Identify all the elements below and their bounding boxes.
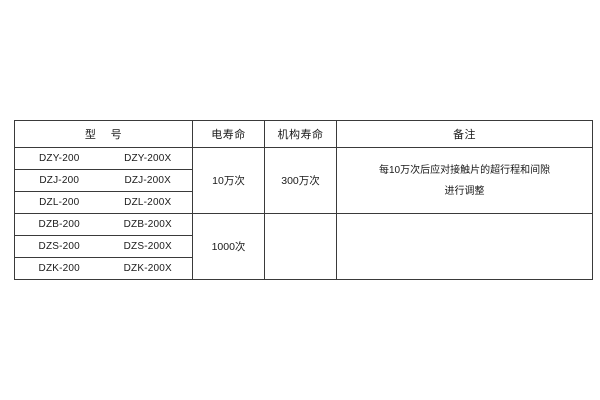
- table-header-row: 型 号 电寿命 机构寿命 备注: [13, 120, 594, 148]
- remark-line-2: 进行调整: [444, 185, 485, 197]
- remark-group-1: 每10万次后应对接触片的超行程和间隙 进行调整: [336, 147, 594, 214]
- table-row: DZS-200 DZS-200X: [14, 235, 593, 258]
- table-row: DZK-200 DZK-200X: [14, 257, 593, 280]
- model-code-variant: DZS-200X: [103, 235, 194, 258]
- model-code-variant: DZB-200X: [103, 213, 194, 236]
- remark-line-1: 每10万次后应对接触片的超行程和间隙: [378, 164, 551, 176]
- model-code-variant: DZY-200X: [103, 147, 194, 170]
- column-header-electrical-life: 电寿命: [192, 120, 266, 148]
- table-row: DZY-200 DZY-200X 10万次 300万次 每10万次后应对接触片的…: [14, 147, 594, 214]
- model-code-variant: DZJ-200X: [103, 169, 194, 192]
- column-header-mechanical-life: 机构寿命: [264, 120, 338, 148]
- model-code-primary: DZY-200: [14, 147, 104, 170]
- model-code-variant: DZL-200X: [103, 191, 194, 214]
- model-code-primary: DZK-200: [14, 257, 104, 280]
- model-code-primary: DZL-200: [14, 191, 104, 214]
- remark-group-2: [336, 213, 594, 280]
- column-header-model: 型 号: [13, 120, 194, 148]
- table-row: DZL-200 DZL-200X: [14, 191, 593, 214]
- table-row: DZJ-200 DZJ-200X: [14, 169, 593, 192]
- model-code-variant: DZK-200X: [103, 257, 194, 280]
- electrical-life-value-group-1: 10万次: [192, 147, 266, 214]
- column-header-remark: 备注: [336, 120, 594, 148]
- electrical-life-value-group-2: 1000次: [192, 213, 266, 280]
- table-row: DZB-200 DZB-200X 1000次: [14, 213, 594, 280]
- model-code-primary: DZS-200: [14, 235, 104, 258]
- relay-specification-table: 型 号 电寿命 机构寿命 备注 DZY-200 DZY-200X 10万次 30…: [13, 120, 594, 280]
- model-code-primary: DZB-200: [14, 213, 104, 236]
- mechanical-life-value-group-2: [264, 213, 338, 280]
- mechanical-life-value-group-1: 300万次: [264, 147, 338, 214]
- model-code-primary: DZJ-200: [14, 169, 104, 192]
